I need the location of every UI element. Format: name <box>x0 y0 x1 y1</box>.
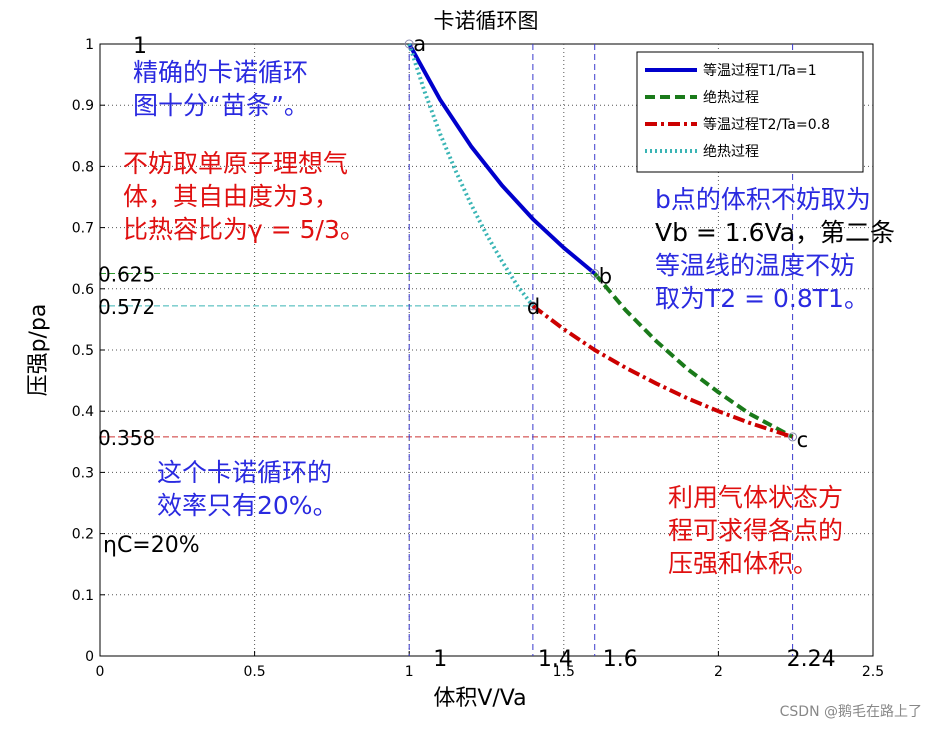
y-tick-label: 0.2 <box>72 527 94 543</box>
annotation-line: 程可求得各点的 <box>668 516 844 545</box>
annotation-line: 不妨取单原子理想气 <box>123 149 349 178</box>
x-reference-label: 1 <box>433 647 447 672</box>
legend-entry: 绝热过程 <box>703 90 759 106</box>
y-tick-label: 0.9 <box>72 98 94 114</box>
series-line <box>407 43 596 276</box>
series-line <box>531 304 794 439</box>
state-point-label: a <box>413 32 426 56</box>
annotation-state-equation: 利用气体状态方 程可求得各点的 压强和体积。 <box>668 481 843 580</box>
top-left-label: 1 <box>133 34 147 59</box>
y-tick-label: 0.5 <box>72 343 94 359</box>
tick-labels: 0 0.5 1 1.5 2 2.5 0 0.1 0.2 0.3 0.4 0.5 0.6 0.7 0.8 0.9… <box>72 37 884 680</box>
y-tick-label: 1 <box>85 37 94 53</box>
y-tick-label: 0.7 <box>72 221 94 237</box>
state-point-label: d <box>527 295 540 319</box>
annotation-line: 这个卡诺循环的 <box>157 458 333 487</box>
state-point-label: b <box>599 265 612 289</box>
annotation-line: 等温线的温度不妨 <box>655 251 856 280</box>
annotation-fine-cycle: 精确的卡诺循环 图十分“苗条”。 <box>133 56 309 122</box>
state-point <box>590 269 600 278</box>
state-point <box>404 39 414 49</box>
state-point-label: c <box>797 428 809 452</box>
series-line <box>407 43 535 308</box>
x-tick-label: 1 <box>405 664 414 680</box>
state-points: a b c d <box>404 32 809 452</box>
y-tick-label: 0.6 <box>72 282 94 298</box>
x-reference-label: 2.24 <box>787 647 836 672</box>
annotation-efficiency: 这个卡诺循环的 效率只有20%。 <box>157 456 338 522</box>
annotation-volume-b: b点的体积不妨取为 Vb = 1.6Va，第二条 等温线的温度不妨 取为T2 =… <box>655 183 895 315</box>
annotation-line: 图十分“苗条”。 <box>133 91 309 120</box>
chart-title: 卡诺循环图 <box>434 9 539 33</box>
y-reference-label: 0.625 <box>98 263 155 287</box>
y-axis-label: 压强p/pa <box>26 304 51 397</box>
annotation-line: 利用气体状态方 <box>668 483 844 512</box>
x-tick-label: 0 <box>96 664 105 680</box>
y-reference-label: 0.358 <box>98 426 155 450</box>
annotation-line: 体，其自由度为3， <box>123 182 339 211</box>
watermark: CSDN @鹅毛在路上了 <box>779 704 922 720</box>
state-point <box>788 432 798 442</box>
annotation-line: 取为T2 = 0.8T1。 <box>655 284 869 313</box>
x-reference-label: 1.4 <box>538 647 573 672</box>
y-reference-label: 0.572 <box>98 295 155 319</box>
state-point <box>528 301 538 311</box>
efficiency-label: ηC=20% <box>103 533 200 558</box>
x-axis-label: 体积V/Va <box>433 686 526 711</box>
reference-markers: 0.625 0.572 0.358 1 1.4 1.6 2.24 <box>98 44 836 672</box>
annotation-line: 精确的卡诺循环 <box>133 58 309 87</box>
legend-entry: 绝热过程 <box>703 144 759 160</box>
x-tick-label: 2.5 <box>862 664 884 680</box>
legend-entry: 等温过程T2/Ta=0.8 <box>703 116 830 133</box>
annotation-line: 压强和体积。 <box>668 549 819 578</box>
annotation-line: Vb = 1.6Va，第二条 <box>655 218 896 247</box>
x-reference-label: 1.6 <box>603 647 638 672</box>
y-tick-label: 0 <box>85 649 94 665</box>
grid-lines <box>99 43 874 657</box>
series-line <box>593 272 794 439</box>
annotation-line: b点的体积不妨取为 <box>655 185 871 214</box>
annotation-line: 比热容比为γ = 5/3。 <box>123 215 365 244</box>
legend-entry: 等温过程T1/Ta=1 <box>703 62 817 79</box>
y-tick-label: 0.1 <box>72 588 94 604</box>
x-tick-label: 1.5 <box>553 664 575 680</box>
y-tick-label: 0.4 <box>72 404 94 420</box>
annotation-gas-choice: 不妨取单原子理想气 体，其自由度为3， 比热容比为γ = 5/3。 <box>123 147 365 246</box>
y-tick-label: 0.8 <box>72 159 94 175</box>
x-tick-label: 0.5 <box>243 664 265 680</box>
annotation-line: 效率只有20%。 <box>157 491 338 520</box>
x-tick-label: 2 <box>714 664 723 680</box>
y-tick-label: 0.3 <box>72 465 94 481</box>
series-lines <box>407 43 794 439</box>
